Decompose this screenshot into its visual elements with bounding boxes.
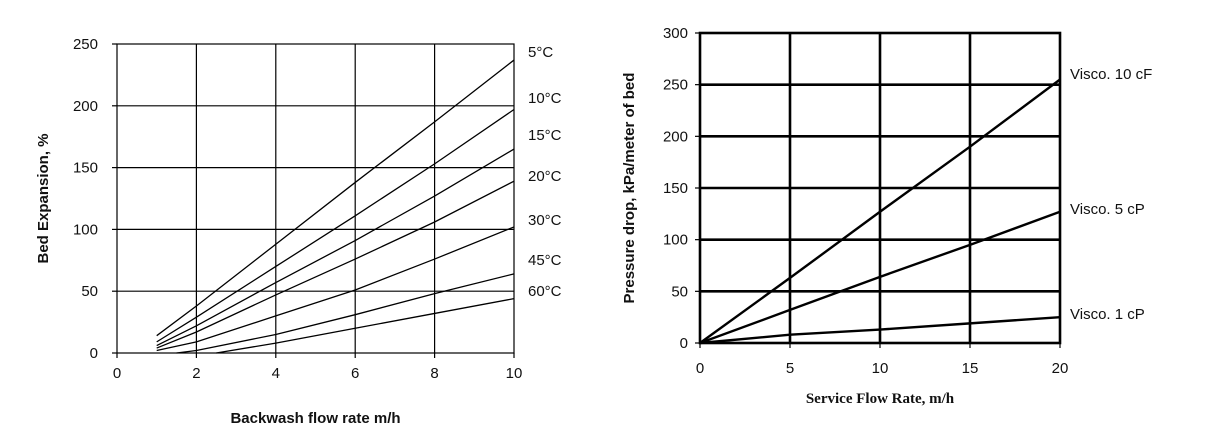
series-line-visco-10-cf: [699, 78, 1061, 344]
x-tick-label: 10: [506, 365, 523, 382]
y-tick-label: 250: [663, 77, 688, 94]
x-tick-label: 0: [696, 360, 704, 377]
series-label: 5°C: [528, 44, 553, 61]
y-axis-title: Pressure drop, kPa/meter of bed: [621, 73, 638, 304]
y-tick-label: 0: [90, 345, 98, 362]
series-line-20-c: [156, 180, 515, 349]
series-line-visco-5-cp: [699, 210, 1061, 345]
y-tick-label: 200: [663, 128, 688, 145]
x-tick-label: 5: [786, 360, 794, 377]
series-line-60-c: [216, 297, 515, 354]
series-label: 20°C: [528, 168, 562, 185]
y-tick-label: 150: [73, 160, 98, 177]
series-label: 45°C: [528, 252, 562, 269]
series-label: Visco. 1 cP: [1070, 306, 1145, 323]
series-label: Visco. 10 cF: [1070, 66, 1152, 83]
series-line-10-c: [156, 108, 515, 343]
y-tick-label: 50: [81, 283, 98, 300]
x-tick-label: 0: [113, 365, 121, 382]
x-axis-title: Service Flow Rate, m/h: [806, 391, 955, 407]
series-label: 15°C: [528, 127, 562, 144]
x-axis-title: Backwash flow rate m/h: [230, 410, 400, 427]
series-label: 10°C: [528, 90, 562, 107]
y-tick-label: 0: [680, 335, 688, 352]
series-label: Visco. 5 cP: [1070, 201, 1145, 218]
series-line-visco-1-cp: [699, 315, 1061, 345]
series-label: 60°C: [528, 283, 562, 300]
y-tick-label: 300: [663, 25, 688, 42]
x-tick-label: 2: [192, 365, 200, 382]
y-tick-label: 50: [671, 283, 688, 300]
y-tick-label: 150: [663, 180, 688, 197]
series-line-15-c: [156, 148, 515, 347]
y-tick-label: 100: [73, 221, 98, 238]
plot-frame: [116, 43, 515, 354]
series-line-5-c: [156, 59, 515, 337]
series-label: 30°C: [528, 212, 562, 229]
x-tick-label: 6: [351, 365, 359, 382]
x-tick-label: 15: [962, 360, 979, 377]
y-tick-label: 200: [73, 98, 98, 115]
y-axis-title: Bed Expansion, %: [35, 133, 52, 263]
x-tick-label: 10: [872, 360, 889, 377]
y-tick-label: 250: [73, 36, 98, 53]
series-line-45-c: [176, 273, 515, 354]
y-tick-label: 100: [663, 232, 688, 249]
series-line-30-c: [156, 226, 515, 352]
x-tick-label: 20: [1052, 360, 1069, 377]
x-tick-label: 8: [430, 365, 438, 382]
x-tick-label: 4: [272, 365, 280, 382]
